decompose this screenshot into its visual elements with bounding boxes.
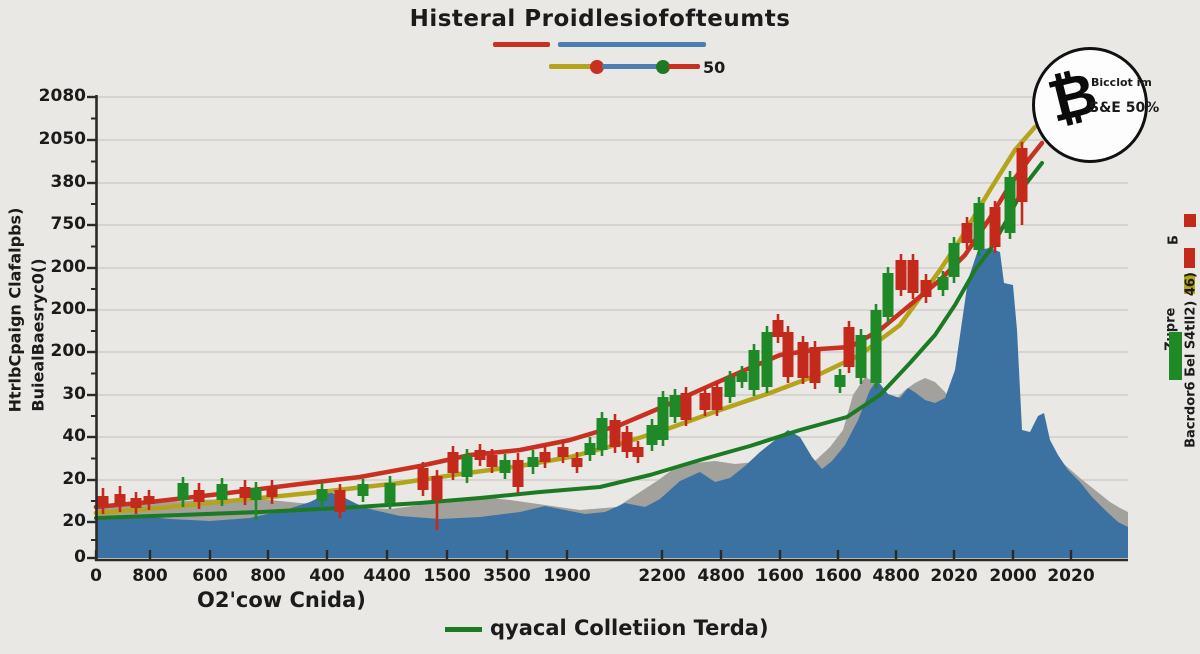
y-tick-label: 2050: [38, 129, 86, 149]
bitcoin-badge: ₿ Bicclot im S&E 50%: [1032, 47, 1159, 163]
bottom-legend-label: qyacal Colletiion Terda): [490, 616, 769, 640]
green-line-swatch: [445, 627, 482, 632]
right-legend-red-square: [1184, 214, 1196, 227]
y-tick-label: 40: [62, 426, 86, 446]
legend-line-segment: [549, 64, 594, 69]
right-legend-mark: Ƃ: [1166, 235, 1182, 245]
right-legend-green-bar: [1169, 332, 1182, 380]
x-tick-label: 2020: [1047, 566, 1095, 586]
badge-text-1: Bicclot im: [1091, 76, 1152, 89]
x-tick-label: 1600: [814, 566, 862, 586]
y-tick-label: 200: [50, 341, 87, 361]
bitcoin-icon: ₿: [1041, 58, 1104, 136]
y-tick-label: 30: [62, 384, 86, 404]
y-axis-title-line1: HtrlbCpaign Clafalpbs): [5, 207, 25, 413]
y-tick-label: 200: [50, 257, 87, 277]
y-tick-label: 20: [62, 511, 86, 531]
x-tick-label: 3500: [483, 566, 531, 586]
y-tick-label: 750: [50, 214, 87, 234]
x-tick-label: 4800: [697, 566, 745, 586]
y-tick-label: 380: [50, 172, 87, 192]
right-legend-olive-bar: [1184, 274, 1195, 294]
bottom-legend: qyacal Colletiion Terda): [445, 616, 769, 640]
x-tick-label: 2020: [930, 566, 978, 586]
y-tick-label: 20: [62, 469, 86, 489]
x-tick-label: 1500: [423, 566, 471, 586]
x-tick-label: 0: [90, 566, 102, 586]
y-tick-label: 0: [74, 547, 86, 567]
x-tick-label: 1900: [543, 566, 591, 586]
red-dot-marker: [590, 60, 604, 74]
legend-line-segment: [602, 64, 660, 69]
y-tick-label: 200: [50, 299, 87, 319]
x-tick-label: 800: [132, 566, 168, 586]
y-tick-label: 2080: [38, 86, 86, 106]
x-tick-label: 1600: [756, 566, 804, 586]
top-legend-value: 50: [703, 58, 726, 77]
green-dot-marker: [656, 60, 670, 74]
badge-text-2: S&E 50%: [1089, 100, 1160, 116]
x-tick-label: 600: [192, 566, 228, 586]
legend-line-segment: [558, 42, 706, 47]
x-axis-title: O2'cow Cnida): [197, 588, 366, 612]
x-tick-label: 400: [309, 566, 345, 586]
chart-title: Histeral Proidlesiofofteumts: [409, 6, 791, 32]
x-tick-label: 800: [250, 566, 286, 586]
legend-line-segment: [668, 64, 700, 69]
x-tick-label: 4400: [363, 566, 411, 586]
x-tick-label: 4800: [872, 566, 920, 586]
legend-line-segment: [493, 42, 550, 47]
right-legend-text-2: Bacrdor6 Ƃel S4tll2) 46): [1183, 272, 1199, 448]
right-legend-red-bar: [1184, 248, 1195, 268]
x-tick-label: 2200: [638, 566, 686, 586]
x-tick-label: 2000: [989, 566, 1037, 586]
